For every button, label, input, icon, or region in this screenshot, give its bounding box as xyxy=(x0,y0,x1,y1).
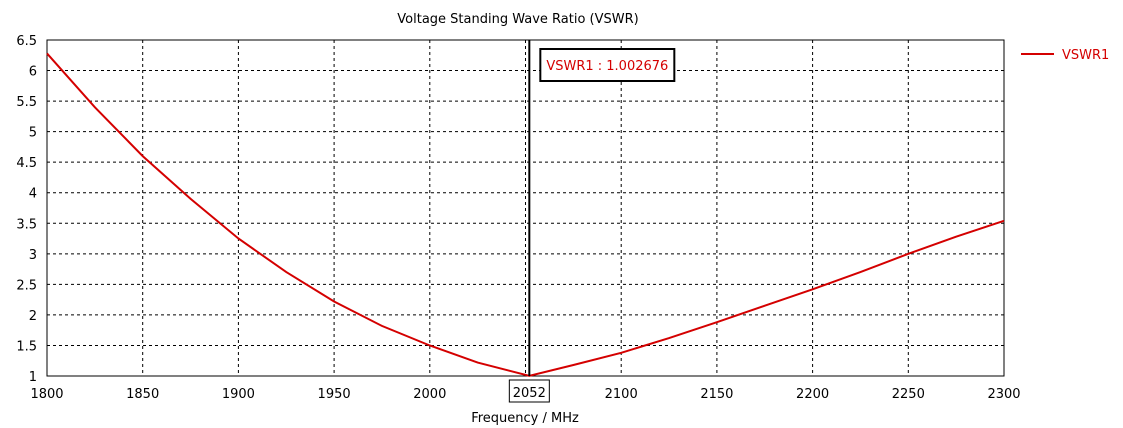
x-tick-label: 1850 xyxy=(126,387,159,402)
plot-frame xyxy=(46,39,1005,377)
y-tick-label: 5 xyxy=(29,126,37,141)
x-axis-label: Frequency / MHz xyxy=(471,411,579,426)
x-tick-label: 1950 xyxy=(318,387,351,402)
y-tick-label: 4 xyxy=(29,187,37,202)
x-tick-label: 2000 xyxy=(413,387,446,402)
marker-value-box xyxy=(539,48,676,82)
y-tick-label: 3.5 xyxy=(16,217,37,232)
x-tick-label: 2250 xyxy=(892,387,925,402)
y-tick-label: 6 xyxy=(29,65,37,80)
legend: VSWR1 xyxy=(1021,48,1109,63)
x-tick-label: 2100 xyxy=(605,387,638,402)
y-tick-label: 5.5 xyxy=(16,95,37,110)
x-tick-label: 2200 xyxy=(796,387,829,402)
chart-title: Voltage Standing Wave Ratio (VSWR) xyxy=(397,12,638,27)
y-tick-label: 1.5 xyxy=(16,339,37,354)
x-tick-label: 2150 xyxy=(700,387,733,402)
x-tick-label: 1800 xyxy=(30,387,63,402)
x-tick-label: 2300 xyxy=(987,387,1020,402)
y-tick-label: 2 xyxy=(29,309,37,324)
marker-value-label: VSWR1 : 1.002676 xyxy=(546,59,668,74)
y-tick-label: 1 xyxy=(29,370,37,385)
y-tick-label: 3 xyxy=(29,248,37,263)
y-tick-label: 4.5 xyxy=(16,156,37,171)
y-tick-label: 6.5 xyxy=(16,34,37,49)
x-tick-label: 1900 xyxy=(222,387,255,402)
marker-x-box xyxy=(508,379,550,403)
legend-entry-vswr1: VSWR1 xyxy=(1062,48,1109,63)
marker-x-label: 2052 xyxy=(513,386,546,401)
y-tick-label: 2.5 xyxy=(16,278,37,293)
